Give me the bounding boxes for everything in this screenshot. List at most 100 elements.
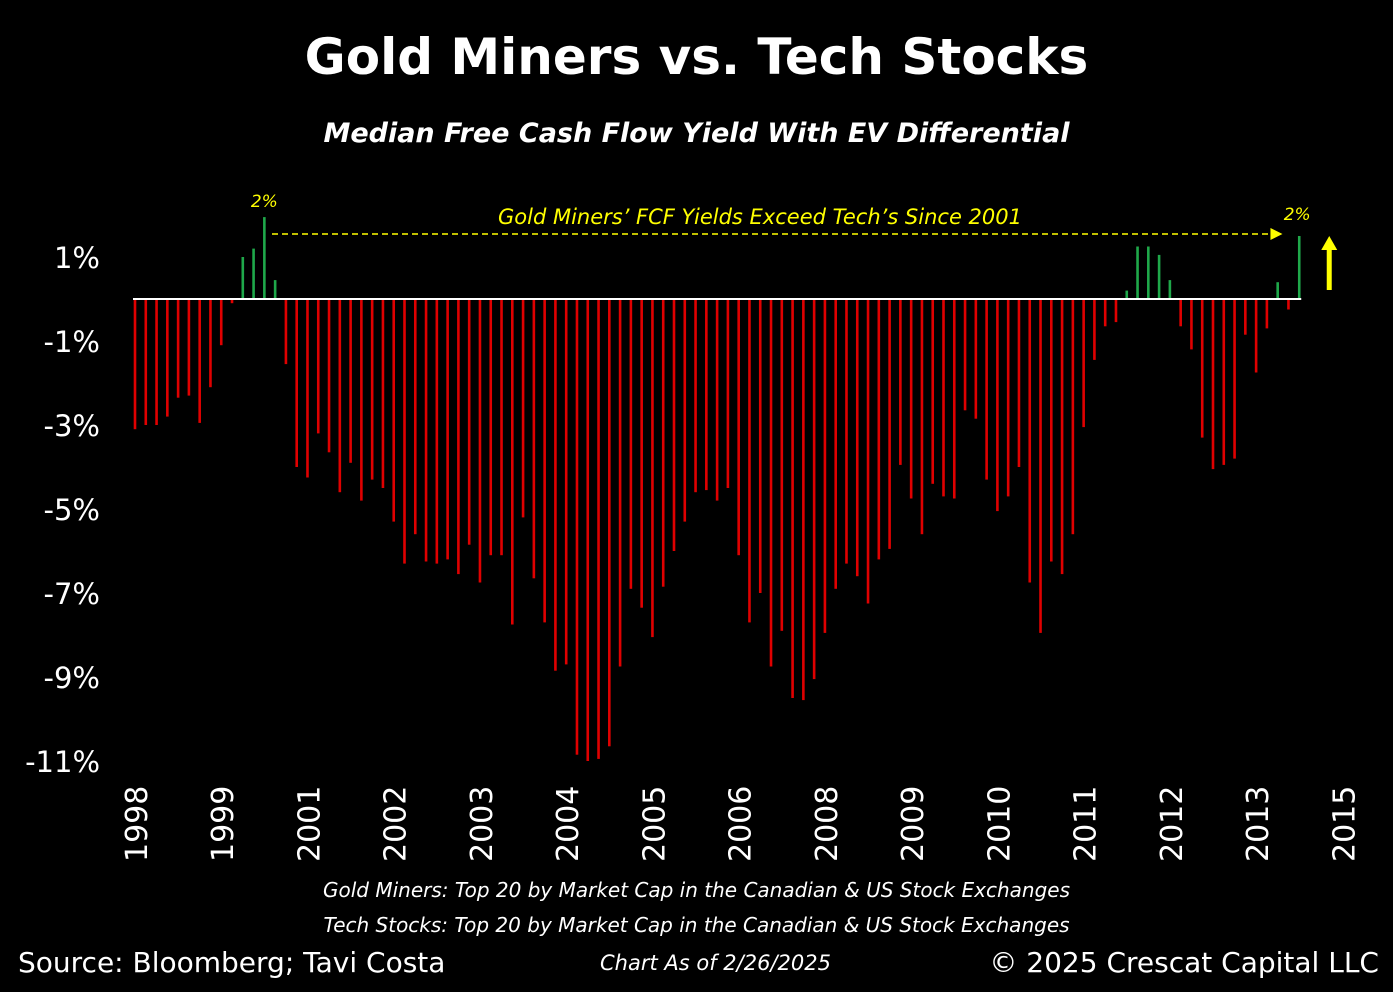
bar-18 xyxy=(327,299,331,453)
bar-35 xyxy=(511,299,514,625)
bar-27 xyxy=(424,299,428,562)
bar-71 xyxy=(899,299,902,465)
bar-33 xyxy=(489,299,493,556)
bar-69 xyxy=(877,299,881,560)
bar-55 xyxy=(726,299,730,488)
annotation-right-2pct: 2% xyxy=(1284,205,1311,225)
bar-81 xyxy=(1006,299,1010,497)
x-tick-label: 2001 xyxy=(293,786,328,862)
x-tick-label: 2013 xyxy=(1241,786,1276,862)
x-tick-label: 1998 xyxy=(120,786,155,862)
annotations-group: Gold Miners’ FCF Yields Exceed Tech’s Si… xyxy=(251,192,1338,290)
bar-60 xyxy=(780,299,784,631)
bar-68 xyxy=(866,299,870,604)
bar-14 xyxy=(284,299,288,365)
bar-0 xyxy=(133,299,137,430)
y-tick-label: -5% xyxy=(44,493,100,527)
bar-44 xyxy=(608,299,611,747)
bar-72 xyxy=(909,299,913,499)
bar-2 xyxy=(155,299,158,425)
bar-13 xyxy=(273,280,277,299)
chart-date-text: Chart As of 2/26/2025 xyxy=(600,951,831,975)
note-gold-miners: Gold Miners: Top 20 by Market Cap in the… xyxy=(322,878,1070,902)
y-tick-label: -7% xyxy=(44,577,100,611)
bar-98 xyxy=(1190,299,1193,350)
bar-34 xyxy=(500,299,503,556)
bar-47 xyxy=(640,299,643,608)
bar-40 xyxy=(564,299,568,665)
y-tick-label: -11% xyxy=(25,745,100,779)
bar-103 xyxy=(1244,299,1247,335)
bar-38 xyxy=(543,299,546,623)
bar-50 xyxy=(672,299,676,551)
bar-102 xyxy=(1233,299,1236,459)
y-tick-label: -3% xyxy=(44,409,100,443)
bar-61 xyxy=(791,299,794,698)
bar-25 xyxy=(403,299,406,564)
note-tech-stocks: Tech Stocks: Top 20 by Market Cap in the… xyxy=(323,913,1070,937)
bar-20 xyxy=(349,299,352,463)
bar-46 xyxy=(629,299,633,589)
bar-105 xyxy=(1265,299,1269,329)
bar-30 xyxy=(457,299,460,575)
annotation-left-2pct: 2% xyxy=(251,192,278,212)
bar-95 xyxy=(1157,254,1161,299)
bar-82 xyxy=(1017,299,1021,467)
bar-91 xyxy=(1114,299,1118,323)
bar-101 xyxy=(1222,299,1226,465)
bar-106 xyxy=(1276,282,1279,299)
bar-108 xyxy=(1297,236,1301,299)
bar-16 xyxy=(306,299,309,478)
bar-67 xyxy=(855,299,859,577)
x-tick-label: 2012 xyxy=(1155,786,1190,862)
source-text: Source: Bloomberg; Tavi Costa xyxy=(18,946,446,979)
x-tick-label: 2002 xyxy=(379,786,414,862)
bar-77 xyxy=(963,299,967,411)
x-tick-label: 2009 xyxy=(896,786,931,862)
bar-24 xyxy=(392,299,396,522)
x-tick-label: 2005 xyxy=(637,786,672,862)
bar-93 xyxy=(1136,246,1139,299)
bar-54 xyxy=(715,299,719,501)
bar-78 xyxy=(974,299,978,419)
bar-36 xyxy=(521,299,525,518)
y-tick-label: -1% xyxy=(44,325,100,359)
bar-22 xyxy=(370,299,374,480)
bar-107 xyxy=(1287,299,1290,310)
bar-19 xyxy=(338,299,342,493)
bar-94 xyxy=(1147,246,1150,299)
bar-7 xyxy=(209,299,212,388)
bar-70 xyxy=(888,299,891,549)
bar-42 xyxy=(586,299,590,761)
bar-74 xyxy=(931,299,935,484)
bar-90 xyxy=(1103,299,1107,327)
annotation-exceed-text: Gold Miners’ FCF Yields Exceed Tech’s Si… xyxy=(498,205,1022,229)
bar-48 xyxy=(651,299,654,638)
bar-37 xyxy=(532,299,536,579)
bar-56 xyxy=(737,299,740,556)
bar-8 xyxy=(219,299,223,346)
x-tick-label: 2011 xyxy=(1069,786,1104,862)
bar-87 xyxy=(1071,299,1075,535)
bar-28 xyxy=(435,299,439,564)
y-tick-label: -9% xyxy=(44,661,100,695)
bar-32 xyxy=(478,299,482,583)
bar-10 xyxy=(241,257,245,299)
chart-title: Gold Miners vs. Tech Stocks xyxy=(304,28,1089,86)
bar-89 xyxy=(1093,299,1096,360)
x-tick-label: 2015 xyxy=(1327,786,1362,862)
bar-15 xyxy=(295,299,298,467)
chart-subtitle: Median Free Cash Flow Yield With EV Diff… xyxy=(323,118,1070,149)
bar-63 xyxy=(812,299,816,680)
bars-group xyxy=(133,217,1301,761)
x-tick-label: 2004 xyxy=(551,786,586,862)
x-tick-label: 2010 xyxy=(982,786,1017,862)
bar-29 xyxy=(446,299,449,560)
bar-58 xyxy=(758,299,762,593)
dashed-arrow-head xyxy=(1270,228,1283,240)
bar-104 xyxy=(1254,299,1258,373)
bar-65 xyxy=(834,299,837,589)
bar-73 xyxy=(920,299,924,535)
bar-23 xyxy=(381,299,385,488)
bar-80 xyxy=(996,299,999,512)
